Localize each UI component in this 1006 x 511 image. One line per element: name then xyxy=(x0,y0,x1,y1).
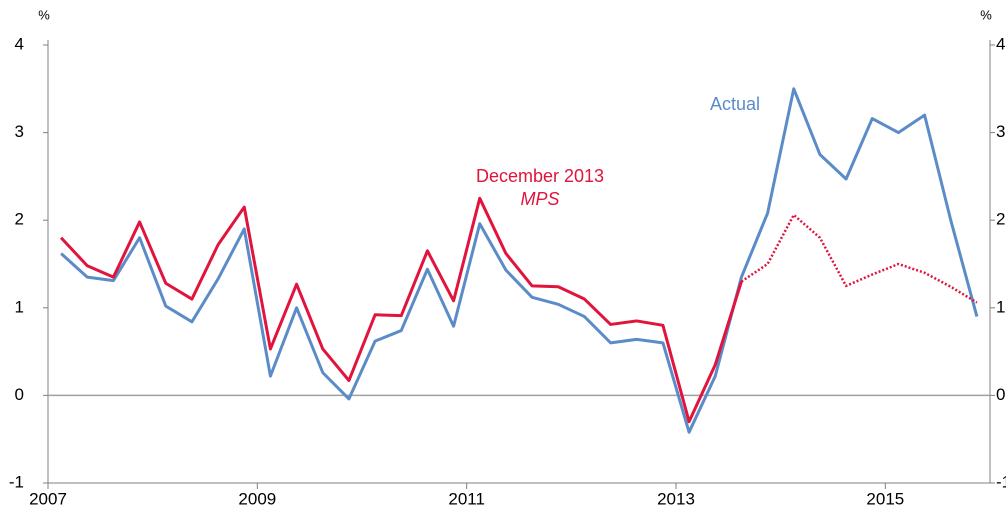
series-line xyxy=(59,196,743,424)
y-tick-label: 0 xyxy=(15,385,24,404)
y2-tick-label: -1 xyxy=(996,472,1006,491)
x-tick-label: 2011 xyxy=(448,489,485,508)
series-label: Actual xyxy=(710,94,760,114)
series-line xyxy=(60,87,979,434)
y2-tick-label: 1 xyxy=(996,297,1005,316)
x-tick-label: 2013 xyxy=(657,489,695,508)
y-tick-label: 4 xyxy=(15,34,24,53)
series-label: December 2013 xyxy=(476,166,604,186)
series-line xyxy=(740,213,978,304)
y-tick-label: -1 xyxy=(9,472,24,491)
y-unit-right: % xyxy=(980,7,992,22)
x-tick-label: 2015 xyxy=(866,489,904,508)
series-label: MPS xyxy=(520,189,559,209)
y2-tick-label: 4 xyxy=(996,34,1005,53)
y2-tick-label: 2 xyxy=(996,210,1005,229)
x-tick-label: 2007 xyxy=(29,489,67,508)
y-tick-label: 3 xyxy=(15,122,24,141)
y-tick-label: 1 xyxy=(15,297,24,316)
y-tick-label: 2 xyxy=(15,210,24,229)
y2-tick-label: 0 xyxy=(996,385,1005,404)
x-tick-label: 2009 xyxy=(238,489,276,508)
y2-tick-label: 3 xyxy=(996,122,1005,141)
y-unit-left: % xyxy=(38,7,50,22)
